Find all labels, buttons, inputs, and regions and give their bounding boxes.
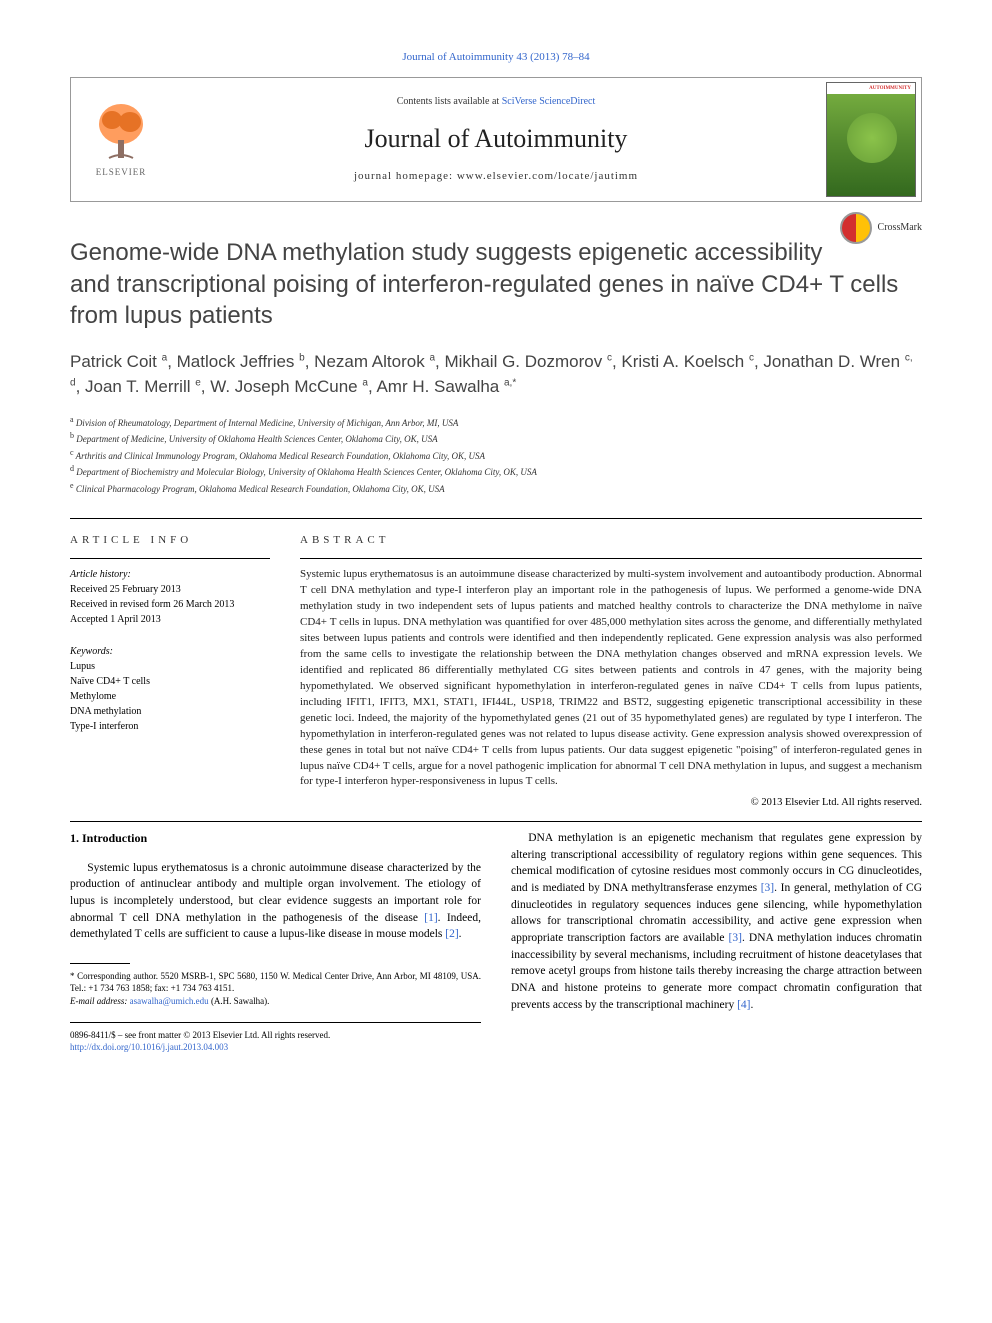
keyword-item: Type-I interferon <box>70 719 270 734</box>
email-suffix: (A.H. Sawalha). <box>209 996 270 1006</box>
body-column-right: DNA methylation is an epigenetic mechani… <box>511 830 922 1054</box>
abstract-label: ABSTRACT <box>300 533 922 548</box>
elsevier-label: ELSEVIER <box>96 166 147 179</box>
issn-line: 0896-8411/$ – see front matter © 2013 El… <box>70 1029 481 1042</box>
corresponding-author-footnote: * Corresponding author. 5520 MSRB-1, SPC… <box>70 970 481 1008</box>
doi-link[interactable]: http://dx.doi.org/10.1016/j.jaut.2013.04… <box>70 1041 481 1054</box>
article-history-head: Article history: <box>70 567 270 582</box>
ref-link-3[interactable]: [3] <box>761 882 774 894</box>
sciencedirect-link[interactable]: SciVerse ScienceDirect <box>502 96 596 107</box>
journal-reference[interactable]: Journal of Autoimmunity 43 (2013) 78–84 <box>70 50 922 65</box>
homepage-url[interactable]: www.elsevier.com/locate/jautimm <box>457 170 638 182</box>
keyword-item: Methylome <box>70 689 270 704</box>
keyword-item: Lupus <box>70 659 270 674</box>
keywords-list: LupusNaïve CD4+ T cellsMethylomeDNA meth… <box>70 659 270 734</box>
affiliation-line: c Arthritis and Clinical Immunology Prog… <box>70 447 922 463</box>
ref-link-3b[interactable]: [3] <box>729 932 742 944</box>
abstract-section: ABSTRACT Systemic lupus erythematosus is… <box>300 533 922 811</box>
received-date: Received 25 February 2013 <box>70 582 270 597</box>
journal-title: Journal of Autoimmunity <box>181 121 811 157</box>
email-label: E-mail address: <box>70 996 130 1006</box>
cover-graphic <box>847 113 897 163</box>
journal-homepage: journal homepage: www.elsevier.com/locat… <box>181 169 811 184</box>
ref-link-2[interactable]: [2] <box>445 928 458 940</box>
keyword-item: Naïve CD4+ T cells <box>70 674 270 689</box>
article-info-sidebar: ARTICLE INFO Article history: Received 2… <box>70 533 270 811</box>
affiliation-line: d Department of Biochemistry and Molecul… <box>70 463 922 479</box>
intro-paragraph-1: Systemic lupus erythematosus is a chroni… <box>70 860 481 943</box>
crossmark-label: CrossMark <box>878 221 922 235</box>
authors-list: Patrick Coit a, Matlock Jeffries b, Neza… <box>70 349 922 400</box>
intro-paragraph-2: DNA methylation is an epigenetic mechani… <box>511 830 922 1013</box>
crossmark-badge[interactable]: CrossMark <box>840 212 922 244</box>
body-column-left: 1. Introduction Systemic lupus erythemat… <box>70 830 481 1054</box>
homepage-prefix: journal homepage: <box>354 170 457 182</box>
affiliation-line: b Department of Medicine, University of … <box>70 430 922 446</box>
article-title: Genome-wide DNA methylation study sugges… <box>70 237 922 331</box>
article-info-label: ARTICLE INFO <box>70 533 270 548</box>
corr-author-text: * Corresponding author. 5520 MSRB-1, SPC… <box>70 970 481 995</box>
keyword-item: DNA methylation <box>70 704 270 719</box>
author-email[interactable]: asawalha@umich.edu <box>130 996 209 1006</box>
elsevier-logo[interactable]: ELSEVIER <box>71 77 171 202</box>
journal-cover-thumbnail[interactable]: AUTOIMMUNITY <box>826 82 916 197</box>
keywords-head: Keywords: <box>70 645 270 659</box>
revised-date: Received in revised form 26 March 2013 <box>70 597 270 612</box>
introduction-heading: 1. Introduction <box>70 830 481 847</box>
affiliations-list: a Division of Rheumatology, Department o… <box>70 414 922 496</box>
affiliation-line: a Division of Rheumatology, Department o… <box>70 414 922 430</box>
ref-link-4[interactable]: [4] <box>737 999 750 1011</box>
affiliation-line: e Clinical Pharmacology Program, Oklahom… <box>70 480 922 496</box>
contents-prefix: Contents lists available at <box>397 96 502 107</box>
journal-header: ELSEVIER Contents lists available at Sci… <box>70 77 922 202</box>
contents-available: Contents lists available at SciVerse Sci… <box>181 95 811 109</box>
crossmark-icon <box>840 212 872 244</box>
ref-link-1[interactable]: [1] <box>424 912 437 924</box>
elsevier-tree-icon <box>94 102 149 162</box>
abstract-copyright: © 2013 Elsevier Ltd. All rights reserved… <box>300 796 922 811</box>
cover-title: AUTOIMMUNITY <box>827 83 915 94</box>
copyright-block: 0896-8411/$ – see front matter © 2013 El… <box>70 1029 481 1054</box>
abstract-text: Systemic lupus erythematosus is an autoi… <box>300 567 922 790</box>
accepted-date: Accepted 1 April 2013 <box>70 612 270 627</box>
